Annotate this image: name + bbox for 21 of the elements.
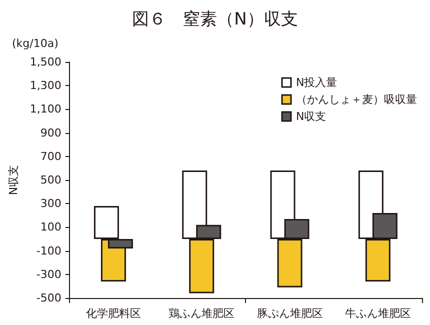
y-tick-label: 100 bbox=[40, 220, 62, 234]
x-tick-label: 豚ぷん堆肥区 bbox=[256, 307, 323, 320]
y-axis-title: N収支 bbox=[7, 164, 20, 196]
y-tick-label: 1,100 bbox=[30, 102, 62, 116]
y-tick-label: 1,300 bbox=[30, 79, 62, 92]
y-tick-label: 1,500 bbox=[30, 56, 62, 68]
x-tick-label: 牛ふん堆肥区 bbox=[344, 307, 411, 320]
y-tick-label: 900 bbox=[40, 126, 62, 140]
y-tick-label: -300 bbox=[36, 268, 62, 281]
y-tick-label: -100 bbox=[36, 244, 62, 258]
legend-label: N収支 bbox=[296, 110, 326, 123]
text: (kg/10a) bbox=[12, 37, 58, 50]
y-tick-label: 300 bbox=[40, 197, 62, 210]
y-tick-label: -500 bbox=[36, 292, 62, 304]
chart-title: 図６ 窒素（N）収支 bbox=[132, 10, 298, 30]
y-tick-label: 500 bbox=[40, 174, 62, 186]
legend-label: （かんしょ＋麦）吸収量 bbox=[296, 93, 417, 106]
x-tick-label: 鶏ふん堆肥区 bbox=[168, 307, 235, 320]
legend-label: N投入量 bbox=[296, 76, 338, 89]
y-tick-label: 700 bbox=[40, 150, 62, 163]
x-tick-label: 化学肥料区 bbox=[86, 307, 141, 320]
